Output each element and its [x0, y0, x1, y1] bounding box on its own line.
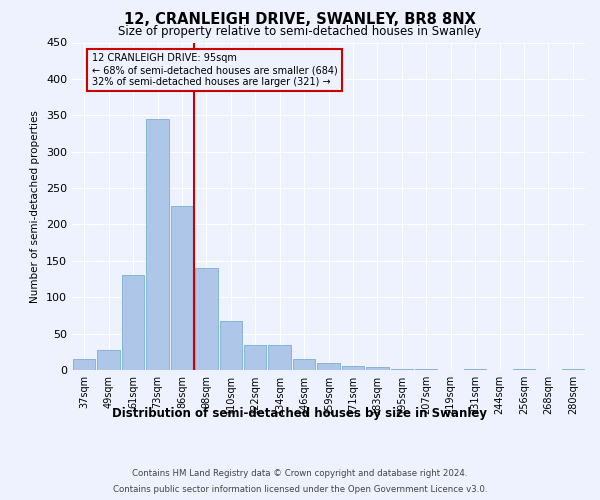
Bar: [73, 359, 95, 370]
Bar: [366, 367, 389, 370]
Bar: [293, 359, 316, 370]
Text: 12, CRANLEIGH DRIVE, SWANLEY, BR8 8NX: 12, CRANLEIGH DRIVE, SWANLEY, BR8 8NX: [124, 12, 476, 28]
Text: Distribution of semi-detached houses by size in Swanley: Distribution of semi-detached houses by …: [113, 408, 487, 420]
Bar: [244, 344, 266, 370]
Bar: [317, 364, 340, 370]
Bar: [195, 268, 218, 370]
Bar: [268, 344, 291, 370]
Text: 12 CRANLEIGH DRIVE: 95sqm
← 68% of semi-detached houses are smaller (684)
32% of: 12 CRANLEIGH DRIVE: 95sqm ← 68% of semi-…: [92, 54, 337, 86]
Text: Contains public sector information licensed under the Open Government Licence v3: Contains public sector information licen…: [113, 485, 487, 494]
Text: Contains HM Land Registry data © Crown copyright and database right 2024.: Contains HM Land Registry data © Crown c…: [132, 469, 468, 478]
Bar: [146, 119, 169, 370]
Bar: [122, 276, 145, 370]
Bar: [97, 350, 120, 370]
Bar: [220, 320, 242, 370]
Bar: [341, 366, 364, 370]
Y-axis label: Number of semi-detached properties: Number of semi-detached properties: [31, 110, 40, 302]
Text: Size of property relative to semi-detached houses in Swanley: Size of property relative to semi-detach…: [118, 25, 482, 38]
Bar: [170, 206, 193, 370]
